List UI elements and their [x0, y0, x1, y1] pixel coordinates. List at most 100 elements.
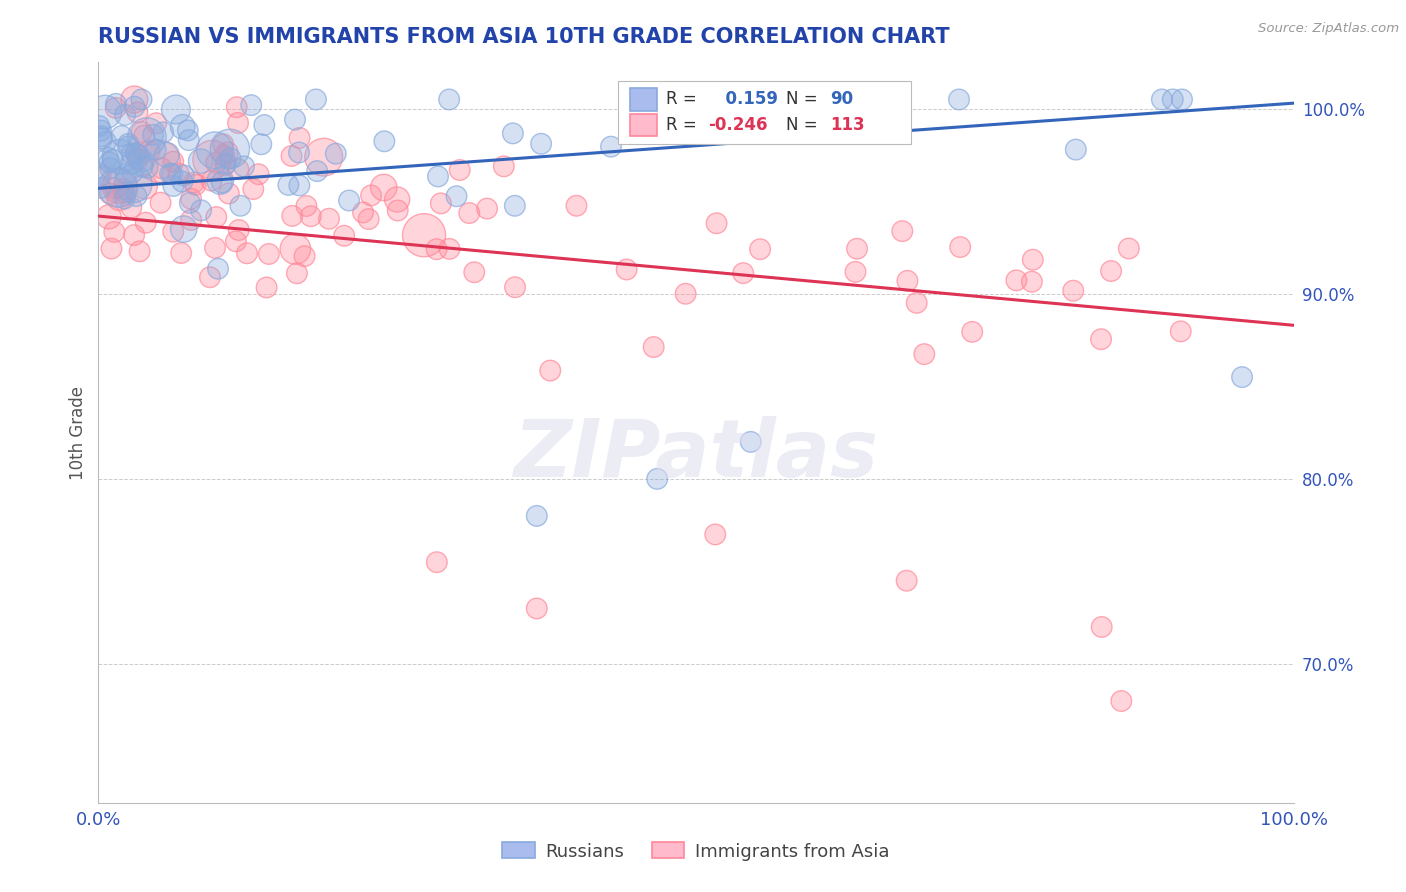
- Point: [173, 169, 195, 183]
- Point: [385, 193, 408, 207]
- Point: [135, 216, 157, 230]
- Point: [90, 123, 112, 137]
- Point: [337, 194, 360, 208]
- Point: [948, 93, 970, 107]
- Point: [177, 123, 200, 137]
- Point: [285, 266, 308, 280]
- Point: [125, 189, 148, 203]
- Text: RUSSIAN VS IMMIGRANTS FROM ASIA 10TH GRADE CORRELATION CHART: RUSSIAN VS IMMIGRANTS FROM ASIA 10TH GRA…: [98, 27, 950, 47]
- Point: [277, 178, 299, 192]
- Point: [114, 108, 136, 122]
- Point: [672, 109, 695, 123]
- Point: [733, 266, 755, 280]
- Point: [120, 201, 142, 215]
- Point: [134, 179, 156, 194]
- Point: [430, 196, 453, 211]
- Point: [281, 209, 304, 223]
- Point: [114, 192, 136, 206]
- Point: [357, 212, 380, 227]
- Point: [177, 123, 200, 137]
- Point: [125, 189, 148, 203]
- Point: [616, 262, 638, 277]
- Point: [117, 136, 139, 151]
- Point: [846, 242, 869, 256]
- Point: [108, 150, 131, 164]
- Point: [179, 195, 201, 210]
- Point: [114, 192, 136, 206]
- Point: [131, 93, 153, 107]
- Point: [125, 146, 148, 161]
- Point: [219, 142, 242, 156]
- Point: [149, 195, 172, 210]
- Point: [896, 274, 918, 288]
- Point: [706, 216, 728, 230]
- Point: [373, 134, 395, 148]
- Point: [1230, 370, 1253, 384]
- Point: [205, 156, 228, 170]
- Point: [229, 199, 252, 213]
- Point: [152, 125, 174, 139]
- Point: [167, 167, 190, 181]
- Point: [180, 192, 202, 206]
- Point: [89, 119, 111, 133]
- Point: [645, 472, 668, 486]
- Point: [91, 131, 114, 145]
- Point: [162, 154, 184, 169]
- Point: [145, 116, 167, 130]
- Point: [190, 154, 212, 169]
- Point: [162, 178, 184, 193]
- Point: [107, 180, 129, 194]
- Point: [225, 235, 247, 249]
- Point: [115, 167, 138, 181]
- Point: [284, 112, 307, 127]
- Point: [159, 167, 181, 181]
- Point: [538, 363, 561, 377]
- Point: [104, 181, 127, 195]
- Text: -0.246: -0.246: [709, 116, 768, 135]
- Point: [121, 166, 143, 180]
- Point: [240, 98, 263, 112]
- Point: [1230, 370, 1253, 384]
- Point: [526, 601, 548, 615]
- Point: [98, 161, 121, 176]
- Point: [90, 181, 112, 195]
- Point: [277, 178, 299, 192]
- Point: [643, 340, 665, 354]
- Point: [288, 145, 311, 160]
- Point: [90, 168, 112, 182]
- Point: [112, 185, 135, 199]
- Point: [1022, 252, 1045, 267]
- Point: [280, 149, 302, 163]
- Text: 0.159: 0.159: [714, 90, 778, 109]
- Point: [98, 210, 121, 224]
- Point: [672, 109, 695, 123]
- Point: [1005, 273, 1028, 287]
- Point: [134, 128, 156, 143]
- Point: [1064, 143, 1087, 157]
- Point: [125, 146, 148, 161]
- Point: [149, 195, 172, 210]
- Point: [1161, 93, 1184, 107]
- Point: [135, 130, 157, 145]
- Point: [463, 265, 485, 279]
- Point: [107, 180, 129, 194]
- Point: [706, 216, 728, 230]
- Point: [437, 93, 460, 107]
- Legend: Russians, Immigrants from Asia: Russians, Immigrants from Asia: [495, 835, 897, 868]
- Point: [526, 601, 548, 615]
- Point: [165, 103, 187, 117]
- Point: [891, 224, 914, 238]
- Point: [172, 120, 194, 134]
- Point: [1099, 264, 1122, 278]
- Point: [373, 134, 395, 148]
- Point: [94, 135, 117, 149]
- Point: [960, 325, 983, 339]
- Point: [307, 164, 329, 178]
- Point: [912, 347, 935, 361]
- Point: [318, 211, 340, 226]
- Point: [905, 295, 928, 310]
- Point: [90, 129, 112, 144]
- Point: [90, 123, 112, 137]
- Point: [294, 249, 316, 263]
- Point: [138, 144, 160, 158]
